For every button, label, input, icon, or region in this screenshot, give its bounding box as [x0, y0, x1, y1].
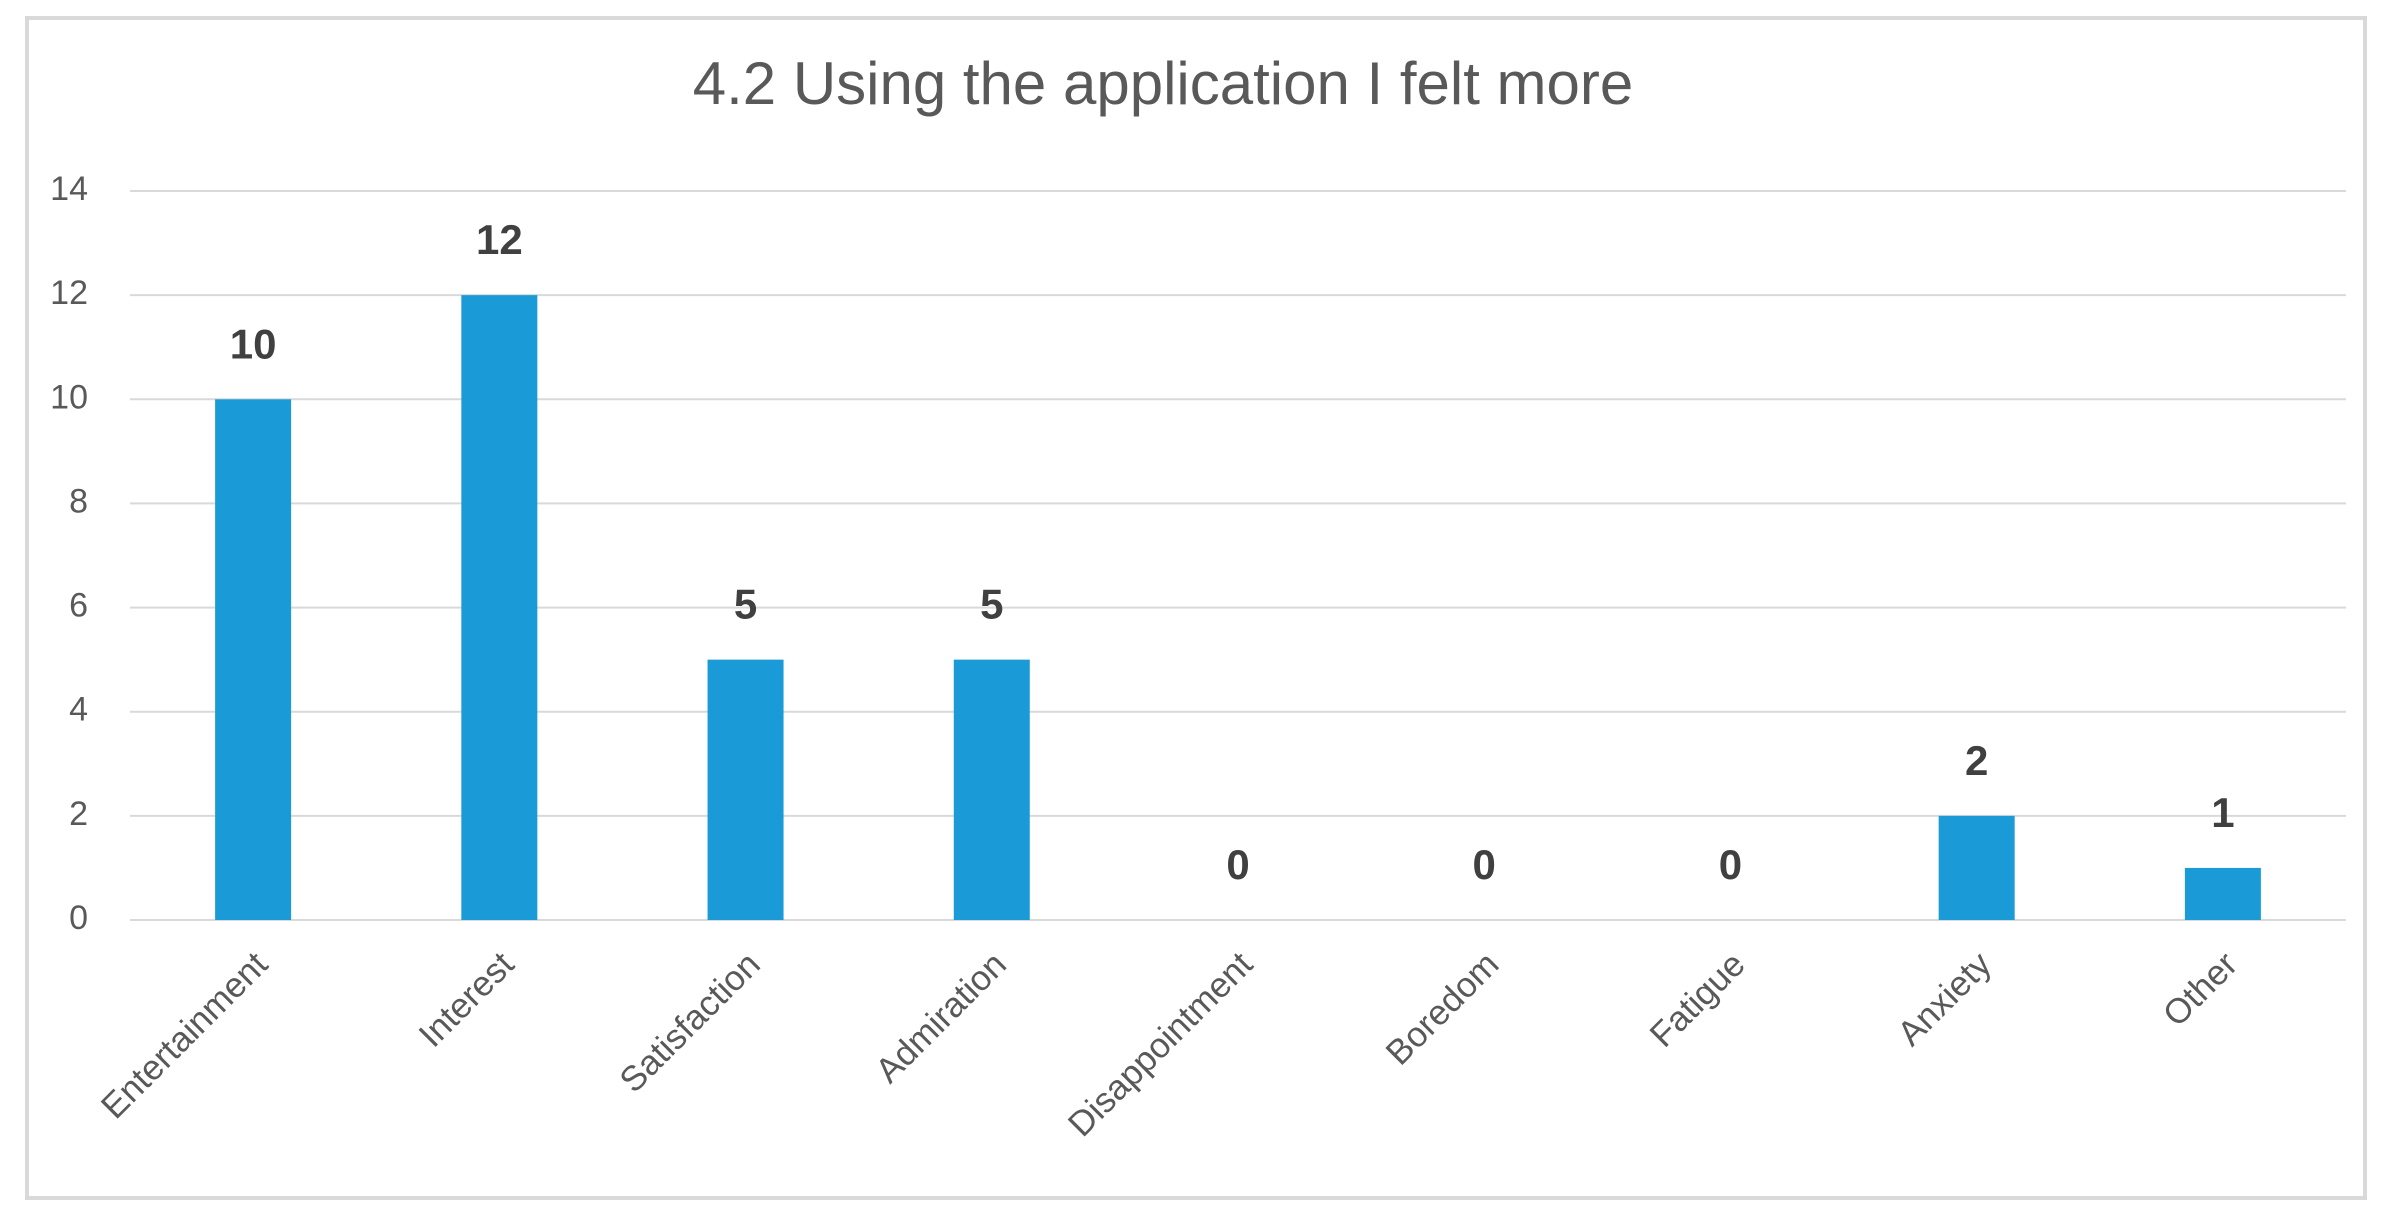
y-tick-label: 2: [69, 795, 88, 833]
y-tick-label: 12: [50, 274, 88, 312]
data-label: 2: [1965, 737, 1988, 784]
y-tick-label: 6: [69, 587, 88, 625]
chart-title: 4.2 Using the application I felt more: [693, 50, 1634, 117]
y-tick-label: 10: [50, 378, 88, 416]
data-label: 0: [1719, 841, 1742, 888]
bar: [707, 659, 784, 920]
bar: [461, 295, 538, 921]
bar: [1938, 815, 2015, 920]
bar: [2184, 867, 2261, 920]
data-label: 5: [734, 581, 757, 628]
y-tick-label: 0: [69, 899, 88, 937]
y-tick-label: 14: [50, 170, 88, 208]
data-label: 12: [476, 216, 523, 263]
data-label: 0: [1226, 841, 1249, 888]
bar: [953, 659, 1030, 920]
y-tick-label: 4: [69, 691, 88, 729]
data-label: 5: [980, 581, 1003, 628]
data-label: 1: [2211, 789, 2234, 836]
bar: [215, 399, 292, 920]
data-label: 10: [230, 320, 277, 367]
data-label: 0: [1473, 841, 1496, 888]
y-tick-label: 8: [69, 482, 88, 520]
